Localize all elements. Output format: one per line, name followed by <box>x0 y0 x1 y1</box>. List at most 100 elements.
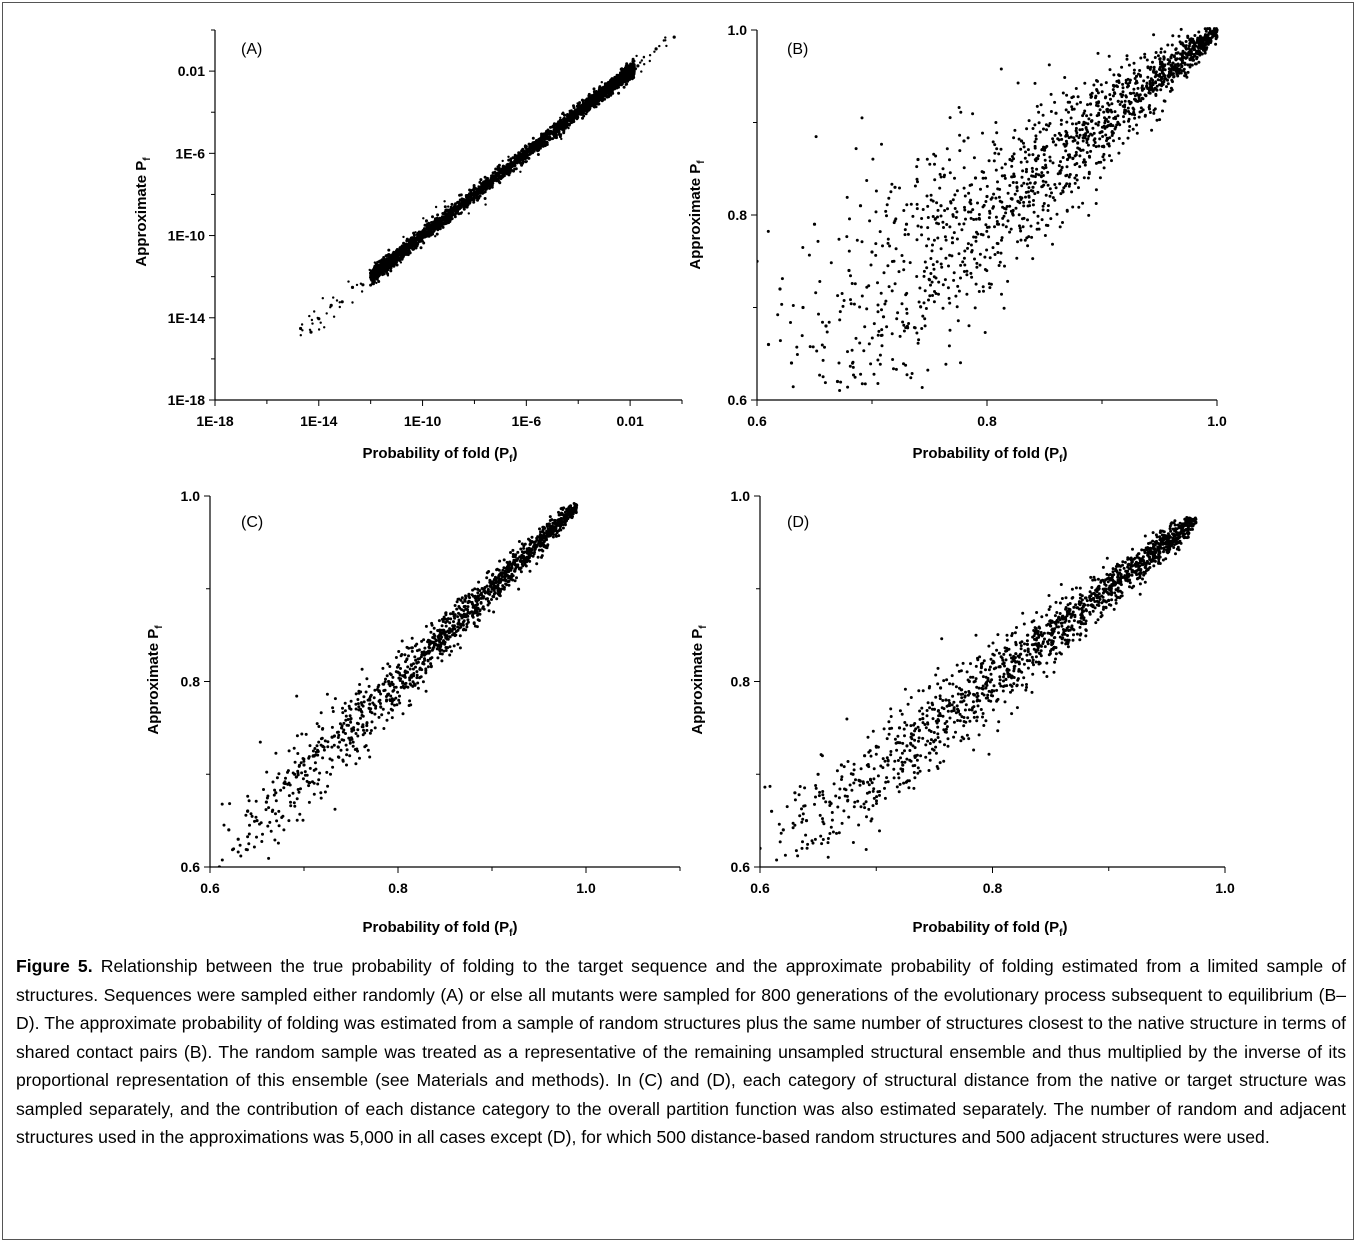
point-dense <box>908 414 911 417</box>
point-dense <box>1064 184 1067 188</box>
point-dense <box>1093 137 1097 141</box>
point-dense <box>880 344 884 348</box>
point-dense <box>1025 236 1029 240</box>
point-dense <box>1172 55 1176 59</box>
point-dense <box>1003 176 1007 180</box>
point-dense <box>915 207 919 211</box>
point-dense <box>841 304 845 308</box>
point-dense <box>1108 93 1112 97</box>
point-dense <box>325 692 329 696</box>
data-point <box>309 330 313 334</box>
point-sparse <box>301 329 304 332</box>
point-dense <box>1102 110 1106 114</box>
point-dense <box>808 345 812 349</box>
point-dense <box>869 263 873 267</box>
point-dense <box>1128 101 1132 105</box>
point-dense <box>1076 95 1080 99</box>
point-dense <box>948 158 951 162</box>
point-dense <box>1097 144 1101 148</box>
point-dense <box>1013 128 1017 132</box>
point-dense <box>876 303 880 307</box>
point-dense <box>414 665 417 669</box>
x-tick-label: 0.6 <box>747 413 767 429</box>
point-dense <box>1001 216 1005 220</box>
point-dense <box>1143 113 1147 117</box>
point-dense <box>1168 72 1172 75</box>
point-dense <box>1155 88 1159 92</box>
point-dense <box>505 163 509 167</box>
point-dense <box>1087 154 1091 158</box>
data-point <box>589 102 593 106</box>
point-dense <box>815 349 819 353</box>
point-dense <box>1098 108 1102 112</box>
point-dense <box>1113 110 1117 114</box>
point-dense <box>1022 200 1026 204</box>
point-dense <box>913 184 917 188</box>
point-dense <box>307 784 311 788</box>
point-dense <box>981 176 985 180</box>
point-dense <box>592 87 596 91</box>
point-sparse <box>533 150 536 153</box>
point-dense <box>974 282 978 286</box>
point-dense <box>872 372 876 376</box>
point-dense <box>906 232 910 236</box>
point-dense <box>349 720 353 724</box>
point-dense <box>1160 77 1164 81</box>
point-sparse <box>586 97 590 101</box>
point-dense <box>498 181 502 185</box>
point-dense <box>1082 176 1086 180</box>
point-dense <box>969 271 973 275</box>
point-dense <box>624 75 628 78</box>
point-dense <box>1019 160 1023 164</box>
point-dense <box>862 349 866 353</box>
point-dense <box>548 515 552 519</box>
point-dense <box>1148 107 1151 111</box>
point-dense <box>389 694 393 698</box>
point-dense <box>909 202 913 206</box>
point-dense <box>859 372 863 376</box>
point-dense <box>354 692 358 696</box>
point-sparse <box>351 301 354 304</box>
point-dense <box>1044 180 1048 184</box>
point-dense <box>858 341 862 345</box>
point-dense <box>971 112 975 116</box>
point-dense <box>1073 181 1077 185</box>
point-dense <box>345 763 348 767</box>
point-sparse <box>310 318 314 322</box>
point-dense <box>1053 100 1057 104</box>
point-dense <box>1146 75 1150 79</box>
point-dense <box>1031 203 1035 207</box>
data-point <box>1180 56 1185 60</box>
y-tick-label: 1E-18 <box>168 392 206 408</box>
point-dense <box>1021 225 1025 229</box>
point-dense <box>1074 150 1078 154</box>
point-dense <box>501 169 505 173</box>
point-sparse <box>558 118 562 122</box>
point-dense <box>854 336 858 340</box>
point-dense <box>1026 204 1030 208</box>
point-dense <box>929 283 932 287</box>
point-dense <box>546 132 549 135</box>
point-dense <box>919 225 923 229</box>
point-dense <box>545 136 549 140</box>
point-dense <box>1012 175 1016 178</box>
x-tick-label: 0.6 <box>200 880 220 896</box>
point-dense <box>490 177 494 181</box>
point-dense <box>570 110 573 114</box>
point-dense <box>761 437 764 440</box>
point-dense <box>894 217 898 221</box>
point-dense <box>1005 205 1009 208</box>
point-dense <box>969 243 973 247</box>
point-dense <box>502 558 506 562</box>
point-sparse <box>501 159 504 163</box>
point-dense <box>905 203 909 207</box>
point-dense <box>987 216 991 220</box>
x-tick-label: 1E-18 <box>196 413 234 429</box>
point-dense <box>1046 224 1050 227</box>
point-dense <box>999 251 1003 255</box>
point-dense <box>230 894 233 897</box>
point-dense <box>953 176 956 180</box>
point-dense <box>818 373 822 377</box>
data-point <box>939 204 943 208</box>
point-dense <box>850 282 854 285</box>
